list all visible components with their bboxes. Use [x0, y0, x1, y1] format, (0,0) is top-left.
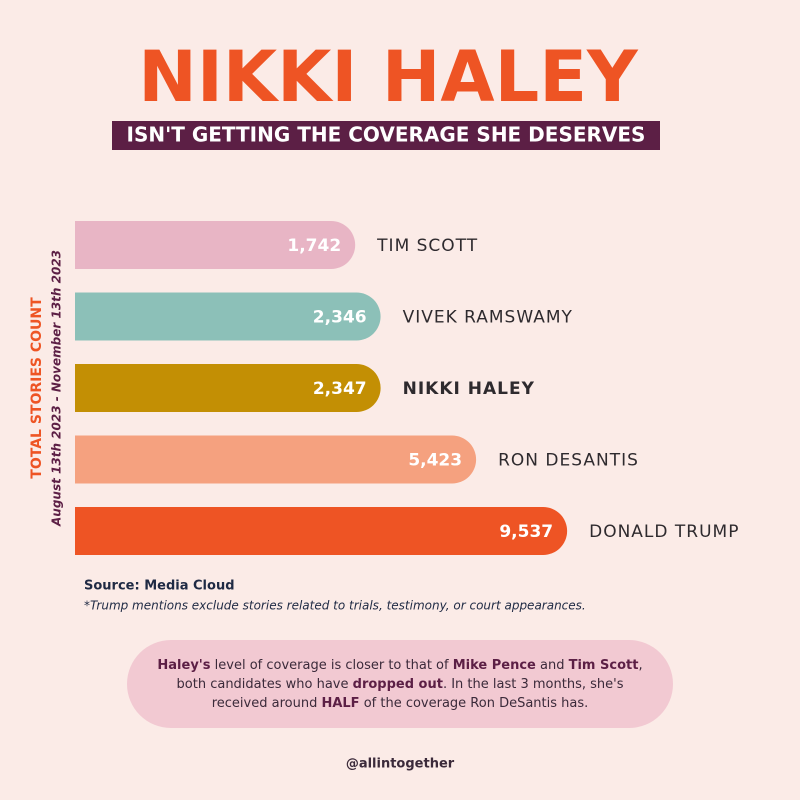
callout: Haley's level of coverage is closer to t… [127, 640, 673, 728]
source: Source: Media Cloud [84, 579, 235, 594]
callout-segment: and [535, 657, 569, 673]
bar [75, 364, 381, 412]
footnote: *Trump mentions exclude stories related … [84, 599, 586, 613]
callout-segment: Haley's [157, 657, 211, 673]
value-label: 9,537 [499, 522, 553, 542]
chart-subtitle: ISN'T GETTING THE COVERAGE SHE DESERVES [127, 123, 646, 147]
y-axis-sublabel: August 13th 2023 - November 13th 2023 [50, 250, 64, 527]
bar [75, 292, 381, 341]
callout-segment: Mike Pence [452, 657, 536, 673]
callout-segment: . In the last 3 months, she's received a… [211, 676, 624, 711]
chart-title: NIKKI HALEY [138, 36, 639, 118]
callout-segment: of the coverage Ron DeSantis has. [359, 695, 589, 711]
bar [75, 435, 477, 484]
callout-text: Haley's level of coverage is closer to t… [157, 656, 643, 713]
callout-segment: , both candidates who have [176, 657, 643, 692]
callout-segment: dropped out [352, 676, 443, 692]
category-label: DONALD TRUMP [589, 522, 739, 542]
category-label: VIVEK RAMSWAMY [403, 308, 573, 328]
bar [75, 221, 356, 269]
value-label: 1,742 [287, 236, 341, 256]
callout-segment: HALF [321, 695, 360, 711]
category-label: NIKKI HALEY [403, 379, 535, 399]
value-label: 5,423 [408, 451, 462, 471]
value-label: 2,347 [313, 379, 367, 399]
bar [75, 507, 568, 555]
callout-segment: level of coverage is closer to that of [210, 657, 453, 673]
callout-segment: Tim Scott [568, 657, 639, 673]
subtitle-band [112, 121, 660, 150]
category-label: RON DESANTIS [498, 451, 639, 471]
y-axis-label: TOTAL STORIES COUNT [29, 297, 45, 479]
category-label: TIM SCOTT [376, 236, 478, 256]
handle: @allintogether [346, 757, 455, 772]
value-label: 2,346 [313, 308, 367, 328]
